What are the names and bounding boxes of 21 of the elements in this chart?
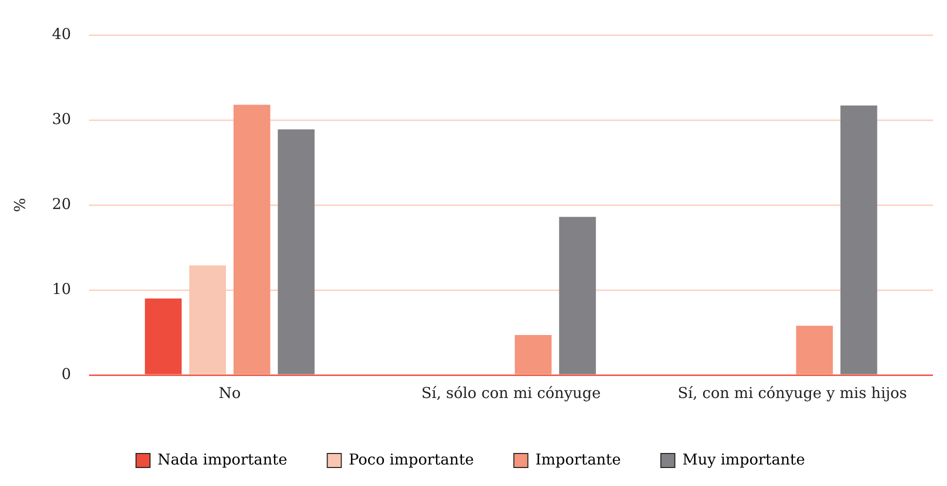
legend-label: Nada importante — [158, 450, 288, 468]
legend-label: Poco importante — [348, 450, 474, 468]
y-tick-label: 0 — [62, 364, 72, 383]
y-tick-label: 30 — [52, 110, 72, 128]
bar — [278, 129, 315, 374]
y-tick-label: 40 — [52, 24, 72, 43]
bar — [559, 216, 596, 374]
legend-label: Importante — [535, 450, 621, 468]
y-tick-label: 10 — [52, 280, 72, 298]
x-tick-label: No — [218, 384, 241, 402]
bar — [840, 106, 878, 374]
legend-label: Muy importante — [682, 450, 806, 468]
bar — [514, 335, 552, 374]
y-axis-title: % — [10, 198, 29, 212]
bar — [144, 298, 182, 374]
x-tick-label: Sí, con mi cónyuge y mis hijos — [678, 384, 908, 402]
bar — [796, 326, 833, 374]
x-tick-label: Sí, sólo con mi cónyuge — [421, 384, 601, 402]
bar — [234, 104, 270, 374]
bar — [189, 265, 226, 374]
y-tick-label: 20 — [52, 194, 72, 213]
